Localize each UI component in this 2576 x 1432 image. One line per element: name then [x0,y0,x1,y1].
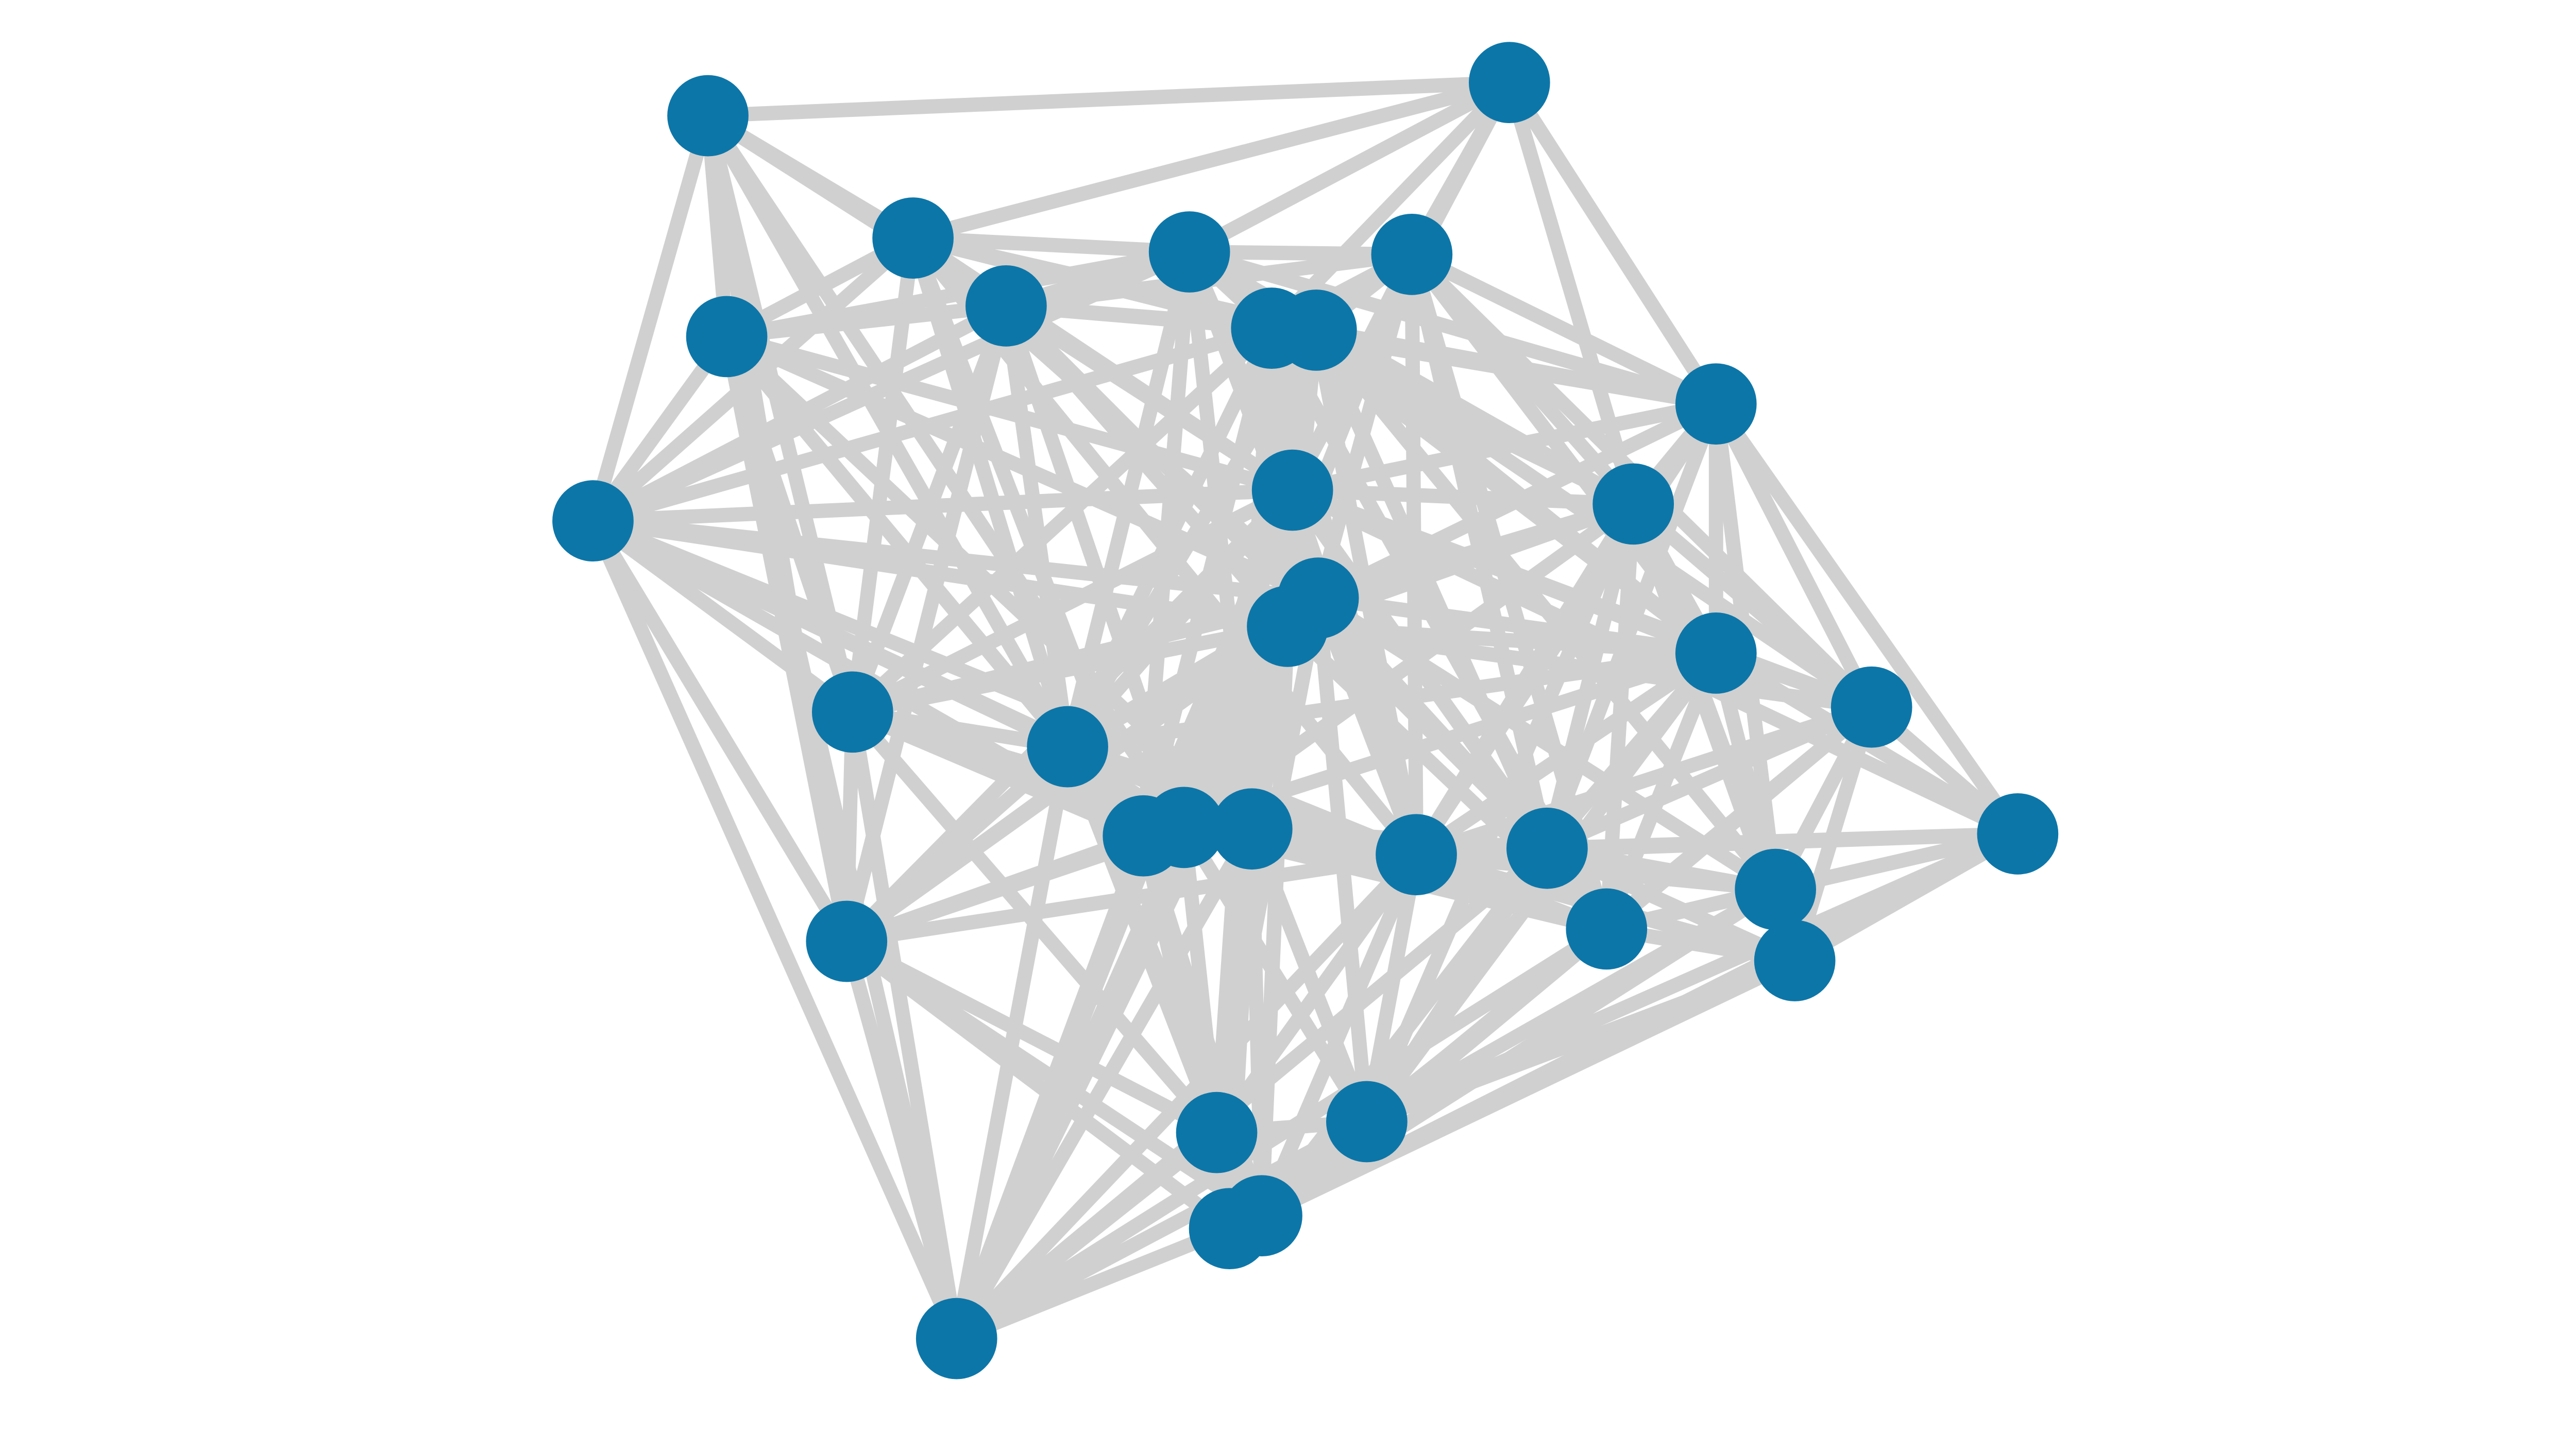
graph-node [1977,793,2059,875]
graph-edge [1292,483,1634,512]
graph-edge [719,335,964,1340]
graph-edge [849,484,1296,719]
graph-node [1275,289,1357,371]
edge-layer [586,75,2024,1345]
graph-node [1376,814,1457,896]
graph-node [811,671,893,753]
graph-edge [1502,80,1640,506]
graph-edge [1544,842,1798,967]
graph-edge [839,939,964,1341]
graph-edge [725,245,1191,344]
graph-edge [954,1222,1232,1345]
graph-edge [1709,400,1878,711]
graph-node [667,75,749,157]
graph-node [1143,787,1225,868]
graph-edge [1503,78,1722,408]
graph-node [1468,42,1550,124]
graph-edge [1226,954,1798,1235]
graph-node [1251,449,1333,531]
graph-edge [845,847,1418,949]
graph-edge [1315,323,1718,411]
graph-node [1371,214,1453,295]
graph-edge [912,231,1190,259]
graph-node [1831,666,1912,748]
graph-edge [1187,245,1718,411]
graph-edge [1186,76,1513,259]
graph-edge [911,75,1512,245]
graph-edge [845,711,964,1340]
graph-edge [1547,826,2018,856]
graph-node [686,296,768,378]
graph-node [1592,463,1674,545]
graph-node [1211,788,1293,870]
graph-edge [1414,700,1874,862]
graph-edge [1177,826,1224,1134]
graph-node [1675,363,1757,445]
graph-edge [588,232,918,526]
graph-edge [950,825,1258,1342]
graph-edge [1311,595,1423,858]
graph-edge [953,1115,1370,1345]
graph-edge [851,619,1289,719]
graph-node [1506,807,1588,889]
graph-node [1189,1188,1270,1270]
graph-edge [1774,827,2020,897]
graph-node [965,265,1047,347]
graph-node [1247,586,1328,667]
graph-edge [1066,646,1717,754]
graph-edge [1291,397,1718,498]
graph-edge [952,1127,1222,1344]
graph-edge [1412,647,1720,861]
graph-edge [586,518,963,1342]
graph-edge [592,483,1293,529]
graph-edge [586,113,715,523]
graph-node [1735,848,1816,930]
graph-edge [843,935,1220,1139]
graph-node [872,197,954,279]
graph-edge [1544,700,1875,855]
graph-edge [1310,327,1554,851]
graph-node [1326,1081,1408,1163]
graph-node [552,480,634,561]
graph-edge [587,517,853,945]
graph-node [1176,1092,1258,1173]
graph-node [1754,920,1836,1001]
graph-edge [951,849,1422,1344]
graph-edge [1409,248,1719,411]
node-layer [552,42,2059,1379]
graph-edge [1258,883,1780,1222]
graph-node [1675,612,1757,694]
graph-edge [1710,400,2024,838]
graph-edge [1178,823,1373,1126]
graph-edge [842,741,1073,947]
graph-edge [707,75,1510,123]
graph-node [916,1298,997,1379]
graph-edge [591,321,1274,528]
graph-node [1566,888,1648,970]
graph-node [1148,211,1230,293]
graph-node [1027,706,1108,788]
graph-node [806,900,888,982]
